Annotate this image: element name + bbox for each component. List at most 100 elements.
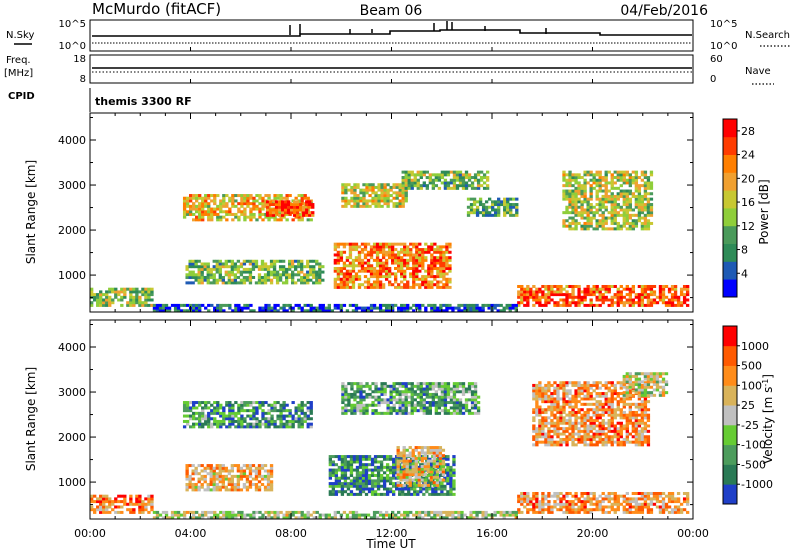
power-data-cell (628, 216, 632, 220)
power-data-cell (470, 176, 475, 180)
velocity-data-cell (383, 411, 387, 415)
power-data-cell (547, 295, 551, 299)
power-data-cell (218, 262, 222, 266)
power-data-cell (616, 192, 620, 196)
power-data-cell (274, 205, 279, 209)
velocity-data-cell (428, 403, 432, 407)
power-data-cell (392, 202, 396, 206)
velocity-data-cell (213, 419, 217, 423)
velocity-data-cell (269, 469, 274, 473)
velocity-data-cell (249, 422, 253, 426)
power-data-cell (478, 200, 483, 204)
velocity-data-cell (248, 469, 253, 473)
velocity-data-cell (240, 409, 244, 413)
velocity-data-cell (334, 476, 339, 480)
velocity-data-cell (372, 510, 377, 514)
power-data-cell (254, 259, 259, 263)
power-data-cell (415, 277, 419, 281)
power-data-cell (673, 298, 678, 302)
power-data-cell (571, 287, 575, 291)
power-data-cell (637, 205, 642, 209)
power-data-cell (213, 202, 217, 206)
velocity-data-cell (613, 508, 617, 512)
power-data-cell (380, 185, 384, 189)
power-data-cell (637, 176, 642, 180)
power-data-cell (218, 278, 222, 282)
power-data-cell (490, 200, 495, 204)
power-data-cell (309, 306, 313, 310)
power-data-cell (381, 285, 386, 289)
velocity-data-cell (363, 516, 368, 520)
velocity-data-cell (562, 502, 566, 506)
power-data-cell (427, 269, 431, 273)
velocity-data-cell (440, 401, 445, 405)
power-data-cell (144, 290, 148, 294)
power-data-cell (255, 218, 259, 222)
velocity-data-cell (249, 425, 253, 429)
power-data-cell (439, 266, 443, 270)
velocity-data-cell (416, 401, 420, 405)
velocity-data-cell (236, 480, 241, 484)
power-data-cell (407, 184, 411, 188)
power-data-cell (430, 256, 434, 260)
power-data-cell (601, 205, 605, 209)
velocity-data-cell (203, 480, 207, 484)
velocity-data-cell (276, 516, 280, 520)
velocity-data-cell (300, 406, 304, 410)
velocity-data-cell (634, 497, 639, 501)
power-data-cell (294, 259, 298, 263)
velocity-data-cell (331, 468, 336, 472)
velocity-data-cell (410, 411, 414, 415)
velocity-data-cell (273, 513, 277, 517)
power-data-cell (207, 207, 211, 211)
velocity-data-cell (382, 479, 387, 483)
power-data-cell (280, 208, 285, 212)
power-data-cell (397, 264, 401, 268)
power-data-cell (520, 293, 524, 297)
velocity-data-cell (411, 462, 415, 466)
power-data-cell (283, 208, 288, 212)
velocity-data-cell (395, 390, 399, 394)
velocity-data-cell (230, 482, 235, 486)
velocity-data-cell (222, 411, 226, 415)
velocity-data-cell (249, 409, 253, 413)
velocity-data-cell (373, 473, 378, 477)
velocity-data-cell (562, 497, 566, 501)
power-data-cell (535, 290, 539, 294)
velocity-data-cell (431, 384, 436, 388)
velocity-data-cell (355, 476, 360, 480)
power-data-cell (610, 186, 614, 190)
power-data-cell (363, 306, 368, 310)
power-data-cell (604, 221, 608, 225)
velocity-data-cell (535, 505, 539, 509)
power-data-cell (283, 211, 288, 215)
velocity-data-cell (443, 411, 448, 415)
power-data-cell (261, 199, 265, 203)
power-data-cell (380, 183, 384, 187)
velocity-data-cell (405, 448, 409, 452)
velocity-data-cell (349, 490, 354, 494)
power-data-cell (276, 303, 280, 307)
power-data-cell (195, 218, 199, 222)
power-data-cell (577, 184, 581, 188)
power-data-cell (96, 298, 100, 302)
power-data-cell (571, 176, 575, 180)
power-data-cell (227, 270, 232, 274)
velocity-data-cell (622, 510, 626, 514)
velocity-data-cell (535, 500, 539, 504)
velocity-data-cell (556, 491, 560, 495)
power-y-tick-label: 4000 (58, 134, 86, 147)
power-data-cell (249, 309, 253, 313)
velocity-data-cell (637, 497, 642, 501)
power-data-cell (306, 278, 310, 282)
power-data-cell (90, 290, 94, 294)
velocity-data-cell (359, 406, 363, 410)
power-data-cell (604, 181, 608, 185)
velocity-data-cell (216, 422, 220, 426)
velocity-data-cell (404, 411, 408, 415)
power-data-cell (595, 173, 599, 177)
power-data-cell (436, 309, 440, 313)
velocity-data-cell (434, 411, 439, 415)
velocity-data-cell (361, 487, 366, 491)
power-data-cell (628, 184, 632, 188)
